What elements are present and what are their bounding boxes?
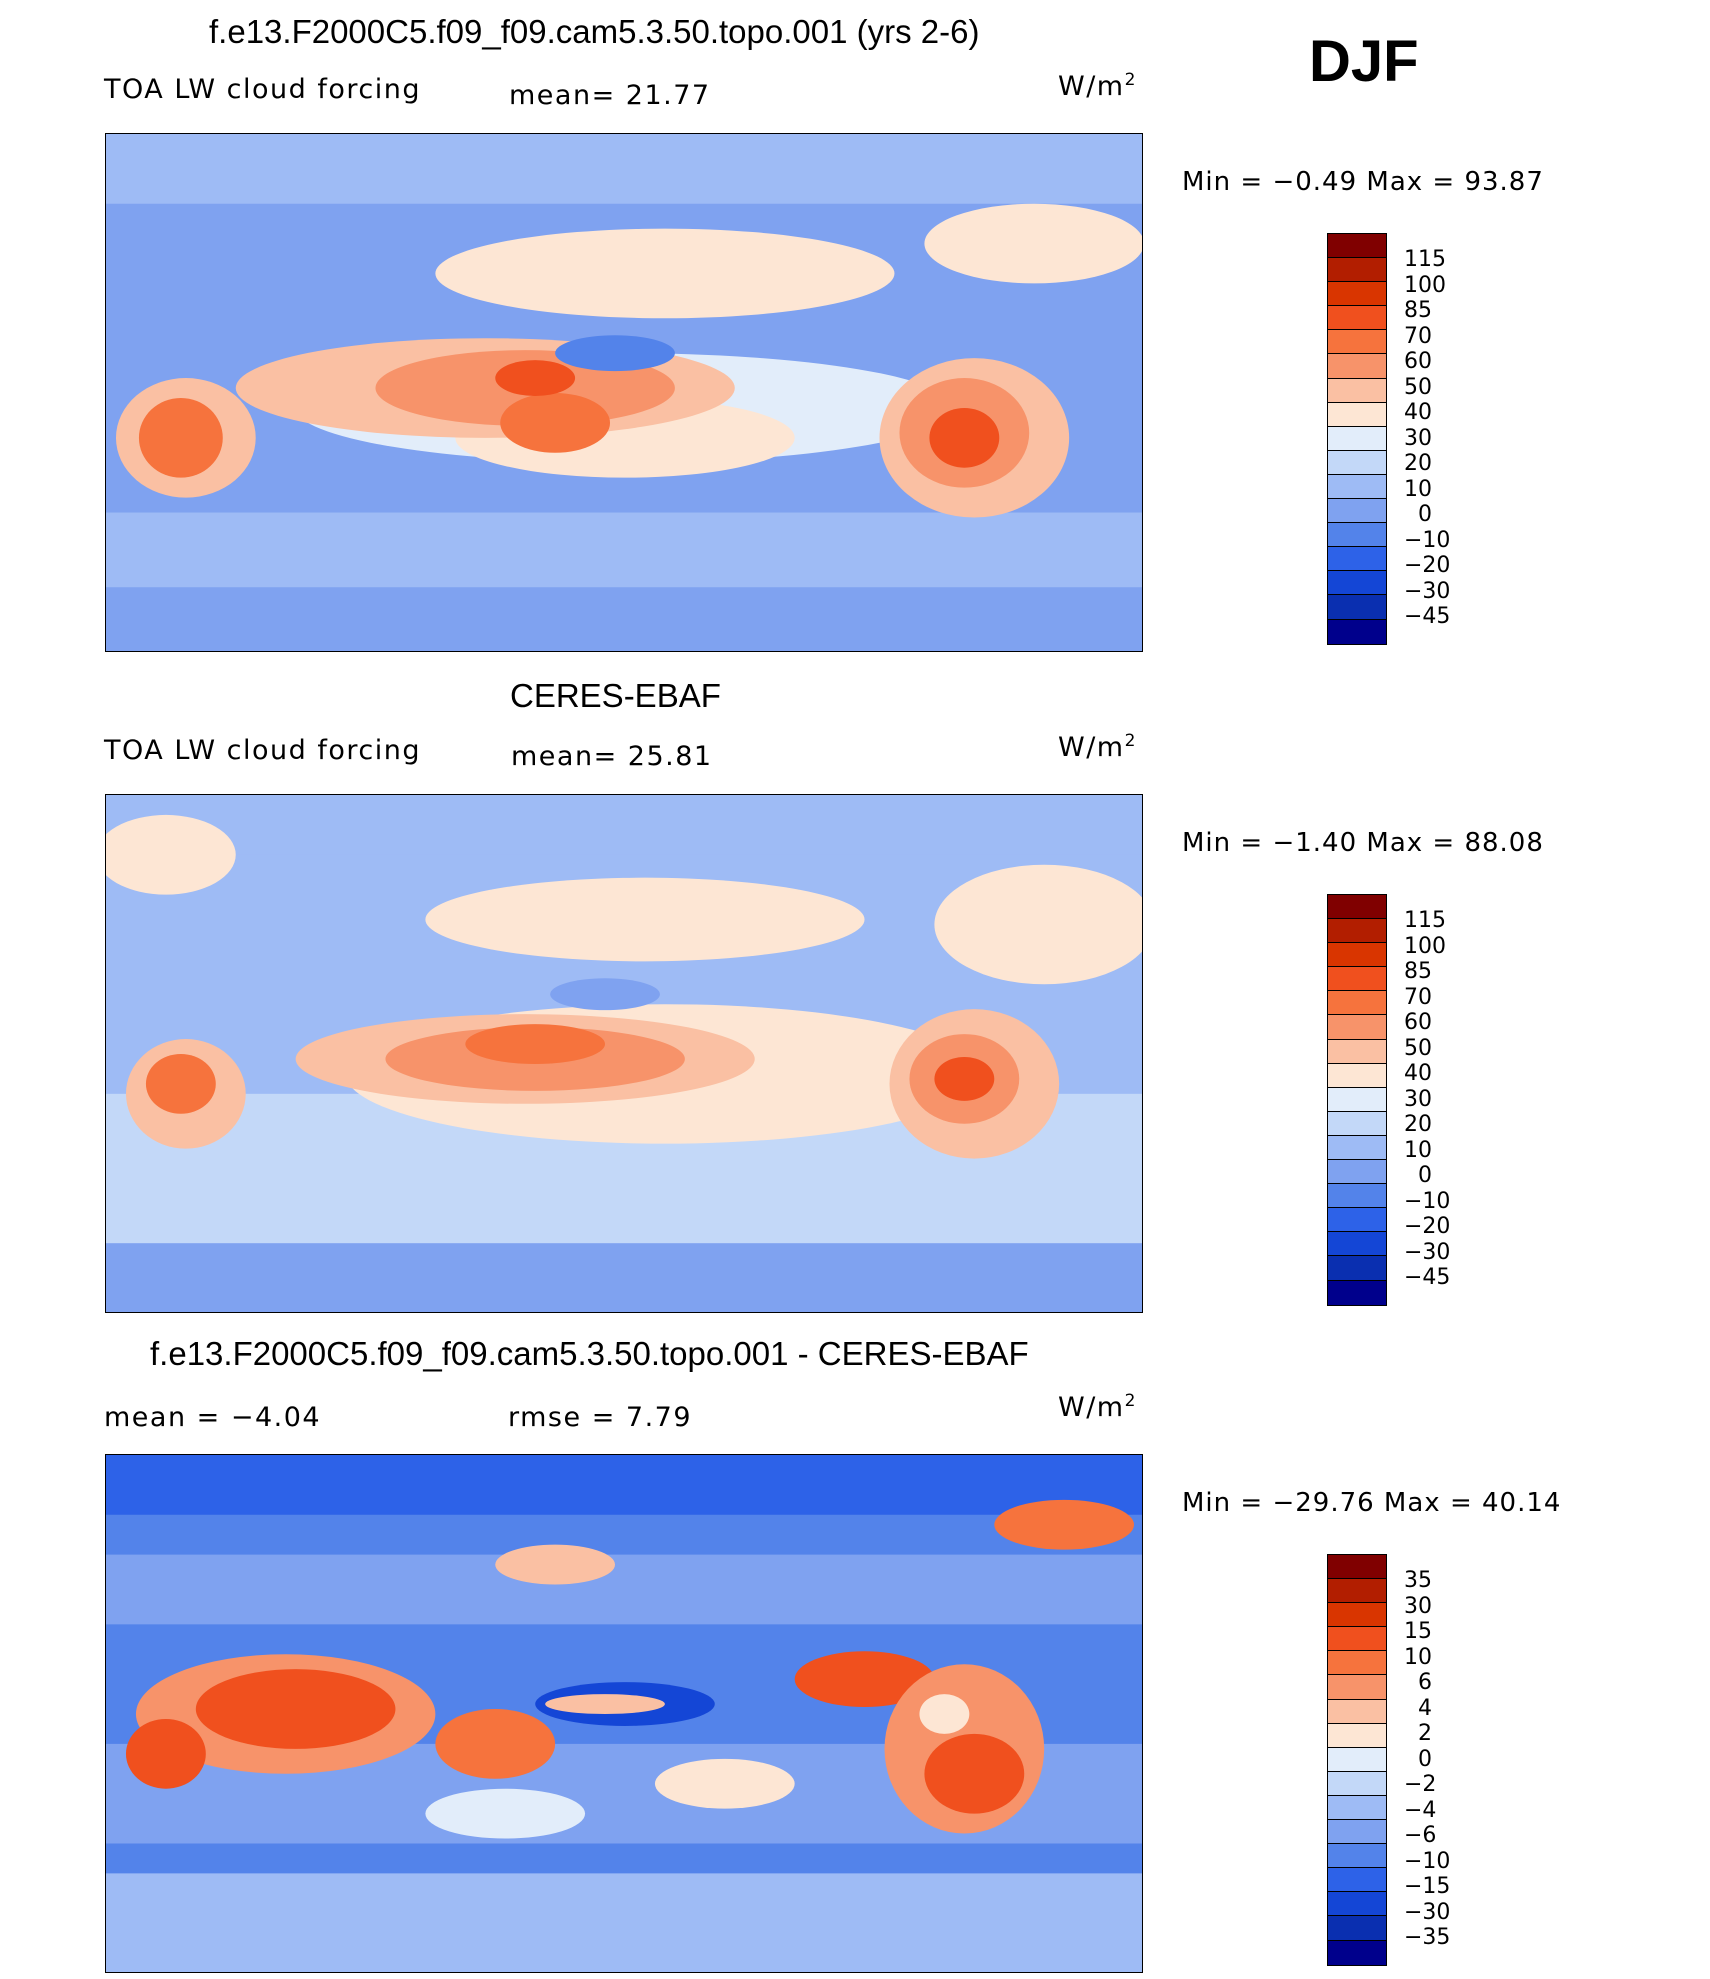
- panel-3-mean-label: mean = −4.04: [104, 1402, 322, 1433]
- cb1-tick: 85: [1404, 298, 1432, 323]
- panel-3-map-field: [106, 1455, 1142, 1972]
- panel-3-colorbar: [1327, 1554, 1387, 1966]
- cb2-tick: 10: [1404, 1137, 1432, 1163]
- cb3-tick: 2: [1418, 1721, 1432, 1746]
- cb2-tick: 30: [1404, 1086, 1432, 1112]
- cb2-tick: −30: [1404, 1239, 1451, 1265]
- cb3-tick: −10: [1404, 1848, 1451, 1874]
- panel-3-title: f.e13.F2000C5.f09_f09.cam5.3.50.topo.001…: [150, 1335, 1029, 1372]
- cb1-tick: 30: [1404, 425, 1432, 451]
- panel-2-map-field: [106, 795, 1142, 1312]
- panel-1-variable-label: TOA LW cloud forcing: [104, 74, 421, 105]
- cb2-tick: 70: [1404, 984, 1432, 1010]
- cb1-tick: 40: [1404, 400, 1432, 425]
- cb3-tick: −30: [1404, 1899, 1451, 1925]
- panel-2-mean-label: mean= 25.81: [511, 741, 713, 772]
- cb1-tick: −45: [1404, 604, 1451, 629]
- panel-2-min-max: Min = −1.40 Max = 88.08: [1182, 828, 1544, 858]
- cb3-tick: 0: [1418, 1746, 1432, 1772]
- cb3-tick: −15: [1404, 1874, 1451, 1899]
- cb1-tick: 10: [1404, 476, 1432, 502]
- panel-1-title: f.e13.F2000C5.f09_f09.cam5.3.50.topo.001…: [209, 13, 980, 50]
- cb3-tick: −4: [1404, 1797, 1437, 1823]
- cb2-tick: −45: [1404, 1265, 1451, 1290]
- cb3-tick: 6: [1418, 1670, 1432, 1695]
- panel-3-unit: W/m2: [1058, 1391, 1137, 1423]
- cb3-tick: 4: [1418, 1695, 1432, 1721]
- cb2-tick: 60: [1404, 1010, 1432, 1035]
- cb1-tick: 100: [1404, 272, 1446, 298]
- cb3-tick: 10: [1404, 1644, 1432, 1670]
- panel-1-unit: W/m2: [1058, 70, 1137, 102]
- cb2-tick: 40: [1404, 1061, 1432, 1086]
- panel-3-min-max: Min = −29.76 Max = 40.14: [1182, 1488, 1562, 1518]
- panel-2-title: CERES-EBAF: [510, 677, 721, 714]
- cb3-tick: −6: [1404, 1823, 1437, 1848]
- cb2-tick: 0: [1418, 1163, 1432, 1188]
- cb3-tick: 30: [1404, 1593, 1432, 1619]
- cb1-tick: 50: [1404, 374, 1432, 400]
- cb1-tick: 0: [1418, 502, 1432, 527]
- cb1-tick: −30: [1404, 578, 1451, 604]
- cb1-tick: 115: [1404, 247, 1446, 272]
- panel-2-colorbar: [1327, 894, 1387, 1306]
- panel-1-mean-label: mean= 21.77: [509, 80, 711, 111]
- cb3-tick: −35: [1404, 1925, 1451, 1950]
- cb3-tick: 35: [1404, 1568, 1432, 1593]
- cb2-tick: −10: [1404, 1188, 1451, 1214]
- panel-1-map-field: [106, 134, 1142, 651]
- cb3-tick: −2: [1404, 1772, 1437, 1797]
- panel-2-map: [105, 794, 1143, 1313]
- cb2-tick: 85: [1404, 959, 1432, 984]
- panel-3-map: [105, 1454, 1143, 1973]
- panel-1-map: [105, 133, 1143, 652]
- panel-2-unit: W/m2: [1058, 731, 1137, 763]
- cb2-tick: 50: [1404, 1035, 1432, 1061]
- cb1-tick: −10: [1404, 527, 1451, 553]
- panel-1-min-max: Min = −0.49 Max = 93.87: [1182, 167, 1544, 197]
- panel-2-variable-label: TOA LW cloud forcing: [104, 735, 421, 766]
- cb2-tick: 20: [1404, 1112, 1432, 1137]
- cb1-tick: 60: [1404, 349, 1432, 374]
- season-label: DJF: [1309, 29, 1419, 94]
- cb1-tick: 70: [1404, 323, 1432, 349]
- cb2-tick: −20: [1404, 1214, 1451, 1239]
- cb1-tick: −20: [1404, 553, 1451, 578]
- cb2-tick: 115: [1404, 908, 1446, 933]
- panel-3-rmse-label: rmse = 7.79: [508, 1402, 693, 1433]
- panel-1-colorbar: [1327, 233, 1387, 645]
- cb3-tick: 15: [1404, 1619, 1432, 1644]
- cb2-tick: 100: [1404, 933, 1446, 959]
- cb1-tick: 20: [1404, 451, 1432, 476]
